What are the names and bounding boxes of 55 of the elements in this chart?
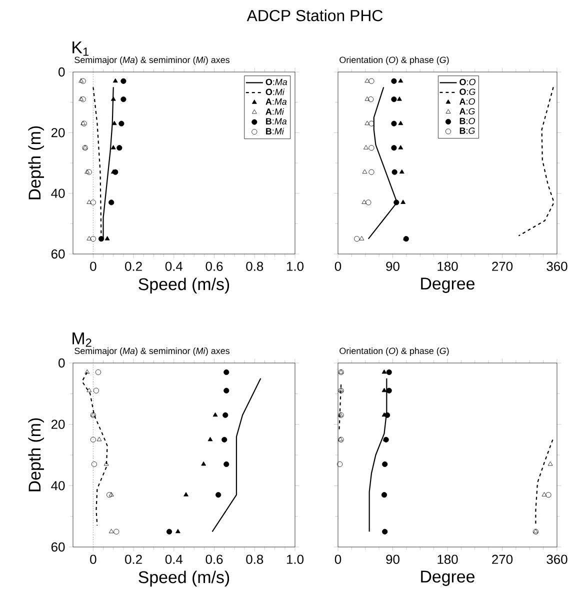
legend-label: A:G [459,108,475,114]
x-tick-label: 0 [90,554,96,564]
legend-label: A:Ma [266,98,287,105]
x-tick-label: 0.2 [124,262,142,271]
chart-subtitle: Orientation (O) & phase (G) [340,56,449,65]
legend-label: A:O [459,98,475,105]
legend-label: B:O [460,118,475,124]
y-tick-label: 0 [58,67,65,77]
x-tick-label: 360 [546,554,568,564]
x-tick-label: 1.0 [286,554,304,564]
text: M$_{2}$ [72,332,92,347]
x-axis-title: Speed (m/s) [138,278,229,294]
y-axis-title: Depth (m) [28,126,44,200]
y-tick-label: 40 [51,481,65,490]
x-tick-label: 0.8 [246,554,264,564]
x-tick-label: 270 [492,262,512,271]
x-tick-label: 0 [334,554,342,564]
x-tick-label: 0 [90,262,96,271]
x-tick-label: 360 [546,262,568,271]
x-tick-label: 0 [334,262,342,271]
y-tick-label: 20 [51,128,65,138]
x-tick-label: 0.4 [165,262,182,271]
x-tick-label: 180 [438,262,458,271]
legend-label: O:Ma [266,78,288,86]
legend-label: O:Mi [266,88,285,96]
y-tick-label: 40 [51,188,65,198]
x-tick-label: 0.6 [206,554,223,564]
legend-label: B:Mi [266,128,284,134]
x-tick-label: 1.0 [286,262,304,271]
x-axis-title: Speed (m/s) [138,570,229,587]
legend-label: O:G [460,88,476,95]
x-tick-label: 0.4 [165,554,182,564]
x-tick-label: 0.6 [206,262,223,271]
x-axis-title: Degree [421,570,474,586]
x-tick-label: 180 [438,554,458,564]
legend-label: B:G [460,128,475,134]
y-tick-label: 20 [51,420,65,429]
y-tick-label: 60 [51,542,65,552]
legend-label: A:Mi [266,108,284,115]
y-tick-label: 60 [51,249,65,259]
legend-label: B:Ma [266,118,287,124]
chart-subtitle: Semimajor (Ma) & semiminor (Mi) axes [74,347,230,356]
x-axis-title: Degree [421,278,474,293]
y-tick-label: 0 [58,358,65,368]
legend-label: O:O [460,78,476,86]
chart-subtitle: Semimajor (Ma) & semiminor (Mi) axes [74,56,230,65]
chart-title: ADCP Station PHC [246,10,383,22]
text: K$_{1}$ [72,42,88,56]
x-tick-label: 90 [386,262,400,271]
chart-subtitle: Orientation (O) & phase (G) [340,347,449,356]
x-tick-label: 0.8 [246,262,264,271]
y-axis-title: Depth (m) [28,418,44,492]
x-tick-label: 90 [386,554,400,564]
x-tick-label: 270 [492,554,512,564]
x-tick-label: 0.2 [124,554,142,564]
